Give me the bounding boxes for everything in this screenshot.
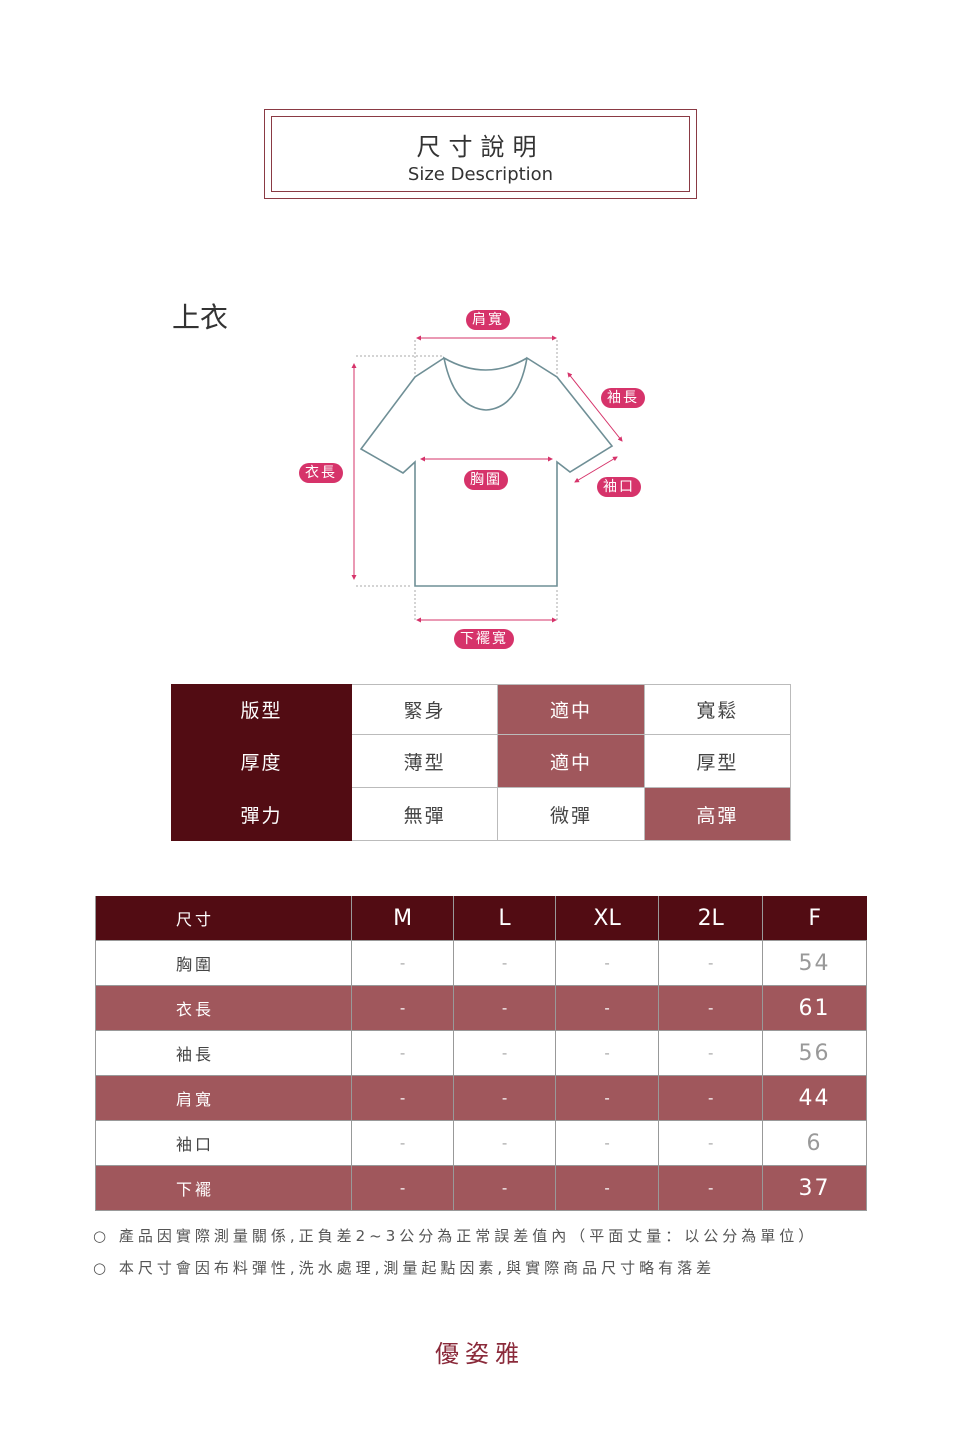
size-label: 肩寬 bbox=[95, 1075, 352, 1121]
size-value: 6 bbox=[761, 1120, 868, 1166]
fit-label: 彈力 bbox=[171, 787, 352, 841]
brand-logo: 優姿雅 bbox=[435, 1340, 525, 1368]
size-value: - bbox=[554, 1075, 660, 1121]
size-label: 胸圍 bbox=[95, 940, 352, 986]
shirt-diagram bbox=[351, 335, 623, 623]
size-header: 2L bbox=[658, 896, 763, 941]
fit-option: 適中 bbox=[497, 684, 645, 735]
size-value: - bbox=[554, 985, 660, 1031]
note-item: ○ 產品因實際測量關係,正負差2~3公分為正常誤差值內（平面丈量：以公分為單位） bbox=[93, 1227, 818, 1245]
size-value: - bbox=[350, 1030, 455, 1076]
shirt-outline bbox=[359, 356, 614, 587]
size-value: - bbox=[554, 1030, 660, 1076]
fit-option: 無彈 bbox=[350, 787, 499, 841]
size-value: - bbox=[350, 1165, 455, 1211]
title-zh: 尺寸說明 bbox=[416, 133, 545, 161]
label-sleeve-length: 袖長 bbox=[601, 388, 645, 408]
note-item: ○ 本尺寸會因布料彈性,洗水處理,測量起點因素,與實際商品尺寸略有落差 bbox=[93, 1259, 716, 1277]
size-value: 44 bbox=[761, 1075, 868, 1121]
fit-label: 厚度 bbox=[171, 734, 352, 788]
size-header: M bbox=[350, 896, 454, 941]
size-value: - bbox=[658, 1030, 763, 1076]
fit-option: 寬鬆 bbox=[643, 684, 792, 735]
title-en: Size Description bbox=[407, 164, 554, 185]
size-value: - bbox=[350, 985, 455, 1031]
fit-table: 版型 緊身 適中 寬鬆 厚度 薄型 適中 厚型 彈力 無彈 微彈 高彈 bbox=[171, 684, 792, 841]
fit-option: 微彈 bbox=[497, 787, 645, 841]
size-value: - bbox=[554, 1120, 660, 1166]
size-label: 袖口 bbox=[95, 1120, 352, 1166]
fit-option: 高彈 bbox=[643, 787, 792, 841]
size-label: 下襬 bbox=[95, 1165, 352, 1211]
size-value: - bbox=[453, 940, 556, 986]
fit-option: 薄型 bbox=[350, 734, 499, 788]
size-label: 袖長 bbox=[95, 1030, 352, 1076]
size-row: 衣長 - - - -61 bbox=[95, 985, 868, 1031]
size-header: F bbox=[761, 896, 867, 941]
size-value: - bbox=[453, 1120, 556, 1166]
size-row: 肩寬 - - - -44 bbox=[95, 1075, 868, 1121]
size-header: XL bbox=[554, 896, 659, 941]
fit-row: 彈力 無彈 微彈 高彈 bbox=[171, 787, 792, 841]
size-header: 尺寸 bbox=[95, 896, 352, 941]
size-value: - bbox=[658, 1075, 763, 1121]
section-title: 上衣 bbox=[172, 301, 229, 334]
fit-option: 緊身 bbox=[350, 684, 499, 735]
fit-option: 厚型 bbox=[643, 734, 792, 788]
size-value: - bbox=[350, 1120, 455, 1166]
size-table: 尺寸 M L XL 2L F 胸圍 - - - -54 衣長 - - - -61 袖長 - - - -56 肩寬 - - - -… bbox=[95, 896, 868, 1211]
size-value: 56 bbox=[761, 1030, 868, 1076]
label-hem: 下襬寬 bbox=[454, 629, 514, 649]
size-value: - bbox=[350, 940, 455, 986]
size-value: - bbox=[350, 1075, 455, 1121]
size-value: - bbox=[554, 1165, 660, 1211]
size-label: 衣長 bbox=[95, 985, 352, 1031]
size-value: 37 bbox=[761, 1165, 868, 1211]
size-row: 袖口 - - - -6 bbox=[95, 1120, 868, 1166]
title-box: 尺寸說明 Size Description bbox=[264, 109, 697, 199]
size-value: - bbox=[453, 1165, 556, 1211]
measure-arrows bbox=[351, 335, 623, 623]
size-row: 胸圍 - - - -54 bbox=[95, 940, 868, 986]
size-value: - bbox=[658, 1120, 763, 1166]
label-length: 衣長 bbox=[299, 463, 343, 483]
size-row: 下襬 - - - -37 bbox=[95, 1165, 868, 1211]
size-value: - bbox=[453, 1075, 556, 1121]
label-shoulder: 肩寬 bbox=[466, 310, 510, 330]
size-value: - bbox=[453, 985, 556, 1031]
fit-option: 適中 bbox=[497, 734, 645, 788]
fit-row: 厚度 薄型 適中 厚型 bbox=[171, 734, 792, 788]
fit-row: 版型 緊身 適中 寬鬆 bbox=[171, 684, 792, 735]
size-value: - bbox=[453, 1030, 556, 1076]
size-row: 袖長 - - - -56 bbox=[95, 1030, 868, 1076]
size-value: - bbox=[658, 985, 763, 1031]
size-value: 61 bbox=[761, 985, 868, 1031]
label-cuff: 袖口 bbox=[597, 477, 641, 497]
notes: ○ 產品因實際測量關係,正負差2~3公分為正常誤差值內（平面丈量：以公分為單位）… bbox=[93, 1220, 817, 1284]
size-value: - bbox=[554, 940, 660, 986]
guide-lines bbox=[356, 340, 558, 620]
fit-label: 版型 bbox=[171, 684, 352, 735]
size-value: - bbox=[658, 940, 763, 986]
size-value: - bbox=[658, 1165, 763, 1211]
label-chest: 胸圍 bbox=[464, 470, 508, 490]
size-value: 54 bbox=[761, 940, 868, 986]
size-header: L bbox=[453, 896, 556, 941]
